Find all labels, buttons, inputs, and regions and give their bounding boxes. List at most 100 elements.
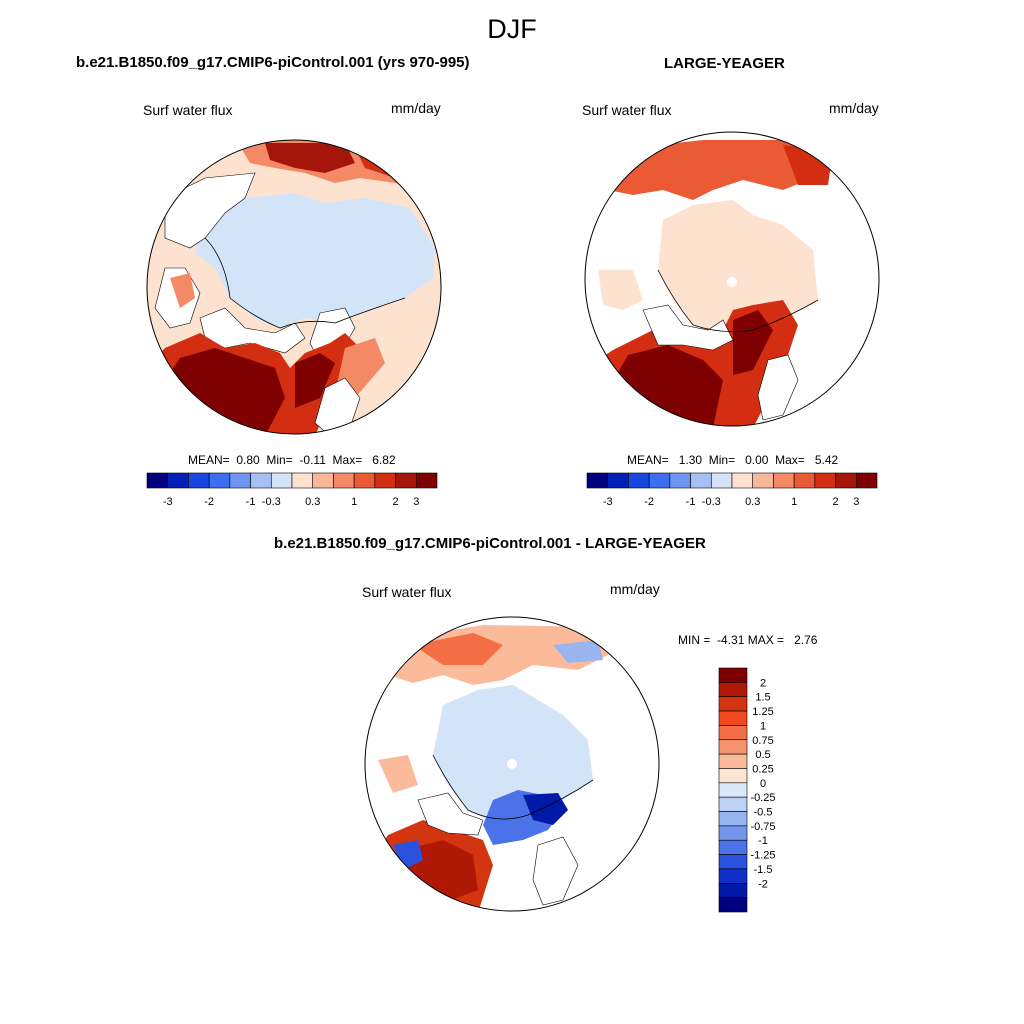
units-label-right: mm/day: [829, 100, 879, 116]
colorbar-swatch: [718, 739, 748, 755]
colorbar-swatch: [628, 472, 650, 489]
colorbar-swatch: [710, 472, 733, 489]
colorbar-swatch: [731, 472, 754, 489]
mean-label: MEAN=: [188, 453, 230, 467]
variable-label-diff: Surf water flux: [362, 584, 452, 600]
norwegian-sea-max: [295, 353, 335, 408]
colorbar-tick-label: -1: [758, 835, 768, 847]
colorbar-tick-label: 3: [413, 496, 419, 508]
colorbar-swatch: [718, 696, 748, 712]
stats-line-right: MEAN= 1.30 Min= 0.00 Max= 5.42: [627, 453, 838, 467]
colorbar-tick-label: 0.75: [752, 735, 773, 747]
colorbar-tick-label: 0.25: [752, 763, 773, 775]
colorbar-swatch: [718, 897, 748, 913]
north-pacific-orange: [413, 633, 503, 665]
colorbar-swatch: [814, 472, 836, 489]
colorbar-tick-label: -0.3: [702, 496, 721, 508]
colorbar-tick-label: 0.5: [755, 749, 770, 761]
arctic-ocean-field: [195, 193, 435, 328]
alaska-field: [378, 755, 418, 793]
colorbar-tick-label: 2: [393, 496, 399, 508]
colorbar-swatch: [607, 472, 629, 489]
units-label-left: mm/day: [391, 100, 441, 116]
colorbar-swatch: [718, 796, 748, 812]
min-value: -4.31: [717, 633, 745, 647]
colorbar-tick-label: 1.25: [752, 706, 773, 718]
north-pacific-blue: [553, 640, 603, 663]
siberia-land: [164, 172, 256, 249]
colorbar-swatch: [415, 472, 438, 489]
colorbar-swatch: [718, 725, 748, 741]
colorbar-swatch: [718, 782, 748, 798]
variable-label-right: Surf water flux: [582, 102, 672, 118]
colorbar-swatch: [718, 868, 748, 884]
colorbar-tick-label: -1.5: [754, 864, 773, 876]
colorbar-swatch: [793, 472, 816, 489]
colorbar-swatch: [690, 472, 712, 489]
colorbar-tick-label: -3: [603, 496, 613, 508]
colorbar-swatch: [718, 682, 748, 698]
colorbar-tick-label: 2: [833, 496, 839, 508]
colorbar-swatch: [835, 472, 857, 489]
canada-land: [642, 304, 734, 351]
colorbar-swatch: [229, 472, 251, 489]
min-label: Min=: [708, 453, 736, 467]
arctic-ocean-field: [433, 685, 593, 825]
colorbar-tick-label: -2: [758, 878, 768, 890]
colorbar-left: -3 -2 -1 -0.3 0.3 1 2 3: [146, 472, 438, 508]
colorbar-swatch: [146, 472, 169, 489]
colorbar-swatch: [718, 854, 748, 870]
colorbar-tick-label: 1: [791, 496, 797, 508]
max-label: Max=: [775, 453, 805, 467]
min-label: MIN =: [678, 633, 711, 647]
mean-value: 1.30: [678, 453, 703, 467]
colorbar-tick-label: 0.3: [745, 496, 760, 508]
minmax-line-diff: MIN = -4.31 MAX = 2.76: [678, 633, 817, 647]
colorbar-diff: 2 1.5 1.25 1 0.75 0.5 0.25 0 -0.25 -0.5 -0.75 -1 -1.…: [718, 667, 776, 913]
colorbar-tick-label: -2: [644, 496, 654, 508]
colorbar-tick-label: -1: [686, 496, 696, 508]
colorbar-swatch: [648, 472, 671, 489]
north-pacific-field: [608, 140, 833, 200]
colorbar-tick-label: -3: [163, 496, 173, 508]
europe-land: [757, 354, 799, 421]
mean-value: 0.80: [236, 453, 260, 467]
units-label-diff: mm/day: [610, 581, 660, 597]
colorbar-tick-label: -0.75: [750, 821, 775, 833]
colorbar-swatch: [353, 472, 376, 489]
coastline: [657, 269, 819, 333]
polar-map-diff: [364, 616, 660, 912]
colorbar-tick-label: -1.25: [750, 850, 775, 862]
pole-hole: [727, 277, 737, 287]
colorbar-swatch: [773, 472, 795, 489]
colorbar-swatch: [333, 472, 355, 489]
colorbar-swatch: [374, 472, 396, 489]
figure-title: DJF: [487, 14, 537, 44]
gulf-alaska-field: [170, 273, 195, 308]
min-value: 0.00: [745, 453, 769, 467]
colorbar-tick-label: -0.25: [750, 792, 775, 804]
panel-title-diff: b.e21.B1850.f09_g17.CMIP6-piControl.001 …: [274, 535, 706, 552]
polar-map-model: [146, 139, 442, 435]
max-value: 6.82: [372, 453, 396, 467]
alaska-field: [598, 270, 643, 310]
colorbar-swatch: [312, 472, 334, 489]
colorbar-swatch: [669, 472, 691, 489]
colorbar-tick-label: 3: [853, 496, 859, 508]
colorbar-tick-label: -1: [246, 496, 256, 508]
stats-line-left: MEAN= 0.80 Min= -0.11 Max= 6.82: [188, 453, 396, 467]
europe-land: [532, 836, 579, 906]
colorbar-swatch: [188, 472, 210, 489]
max-value: 2.76: [794, 633, 818, 647]
colorbar-tick-label: 0: [760, 778, 766, 790]
pole-hole: [507, 759, 517, 769]
panel-title-model: b.e21.B1850.f09_g17.CMIP6-piControl.001 …: [76, 54, 470, 71]
coastline: [432, 754, 594, 820]
colorbar-tick-label: 1: [351, 496, 357, 508]
polar-map-obs: [584, 131, 880, 427]
coastline: [204, 237, 406, 329]
panel-title-obs: LARGE-YEAGER: [664, 55, 785, 72]
colorbar-swatch: [718, 839, 748, 855]
variable-label-left: Surf water flux: [143, 102, 233, 118]
colorbar-tick-label: 1.5: [755, 692, 770, 704]
